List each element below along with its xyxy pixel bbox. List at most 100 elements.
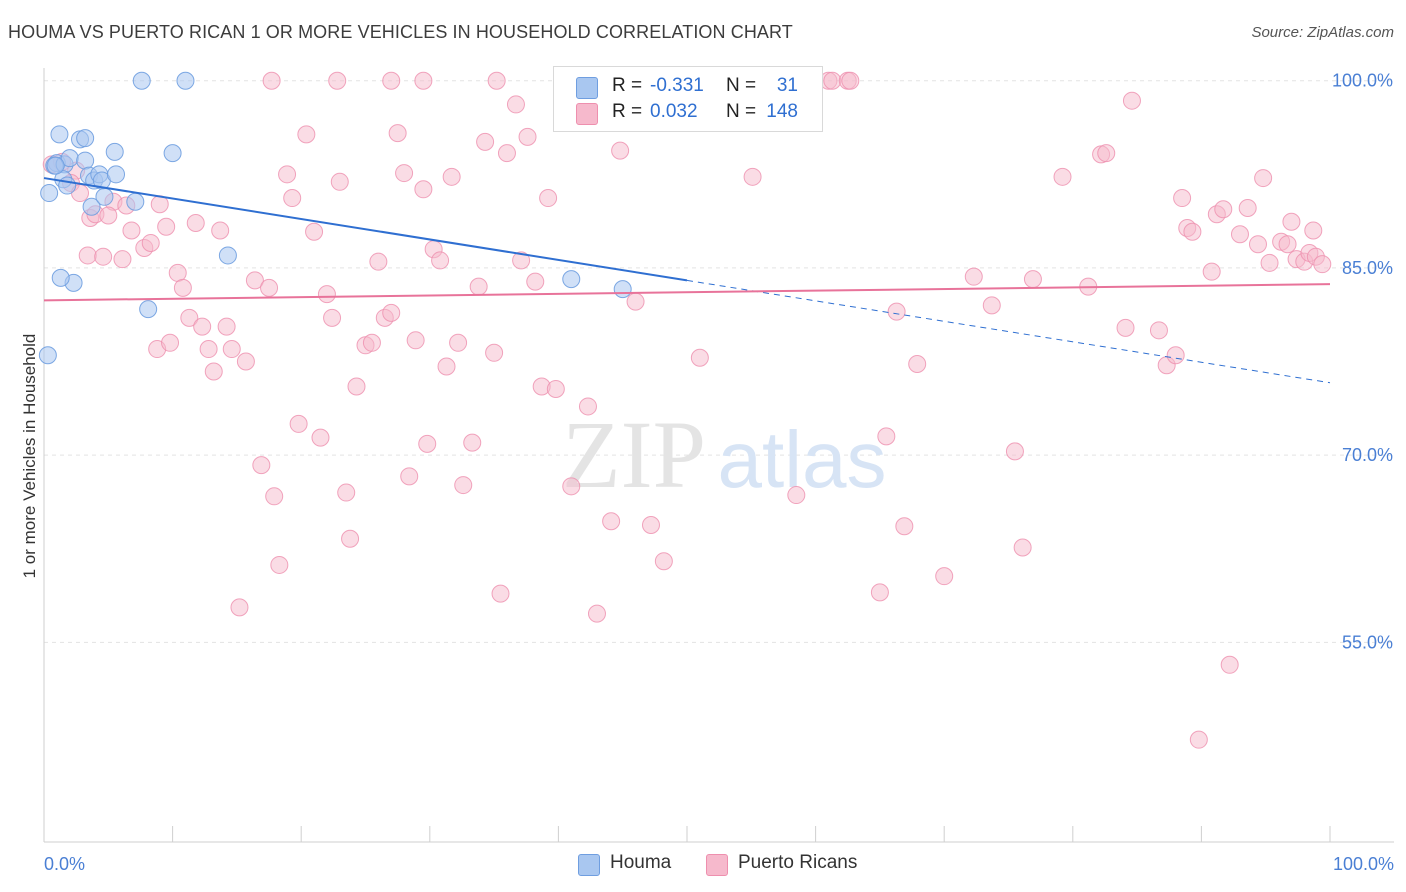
puerto-ricans-point [1183, 222, 1202, 241]
puerto-ricans-point [437, 357, 456, 376]
puerto-ricans-point [454, 476, 473, 495]
puerto-ricans-point [113, 250, 132, 269]
puerto-ricans-point [1254, 169, 1273, 188]
houma-point [107, 165, 126, 184]
puerto-ricans-point [260, 278, 279, 297]
puerto-ricans-point [305, 222, 324, 241]
puerto-ricans-point [283, 189, 302, 208]
houma-swatch [576, 77, 598, 99]
r-label: R = [612, 75, 643, 96]
puerto-ricans-point [400, 467, 419, 486]
puerto-ricans-point [823, 71, 842, 90]
puerto-ricans-point [1220, 655, 1239, 674]
r-value: 0.032 [650, 101, 698, 122]
puerto-ricans-point [964, 267, 983, 286]
source-credit: Source: ZipAtlas.com [1251, 24, 1394, 41]
houma-point [82, 197, 101, 216]
n-value: 148 [766, 101, 798, 122]
houma-point [139, 300, 158, 319]
puerto-ricans-point [1282, 212, 1301, 231]
puerto-ricans-point [442, 167, 461, 186]
houma-point [105, 142, 124, 161]
puerto-ricans-point [476, 132, 495, 151]
y-tick-label: 100.0% [1332, 71, 1393, 91]
puerto-ricans-point [222, 340, 241, 359]
houma-point [40, 184, 59, 203]
houma-trend-extension [686, 279, 1331, 384]
puerto-ricans-point [611, 141, 630, 160]
puerto-ricans-point [262, 71, 281, 90]
puerto-ricans-point [395, 164, 414, 183]
puerto-ricans-point [217, 317, 236, 336]
puerto-ricans-point [337, 483, 356, 502]
puerto-ricans-point [626, 292, 645, 311]
n-label: N = [726, 101, 757, 122]
n-label: N = [726, 75, 757, 96]
puerto-ricans-point [587, 604, 606, 623]
puerto-ricans-point [908, 355, 927, 374]
puerto-ricans-point [99, 206, 118, 225]
houma-point [58, 176, 77, 195]
puerto-ricans-point [562, 477, 581, 496]
r-value: -0.331 [650, 75, 704, 96]
correlation-legend: R = -0.331 N = 31 R = 0.032 N = 148 [553, 66, 823, 132]
houma-point [613, 280, 632, 299]
houma-legend-swatch [578, 854, 600, 876]
puerto-ricans-point [362, 333, 381, 352]
puerto-ricans-legend-label: Puerto Ricans [738, 852, 858, 873]
puerto-ricans-point [877, 427, 896, 446]
puerto-ricans-point [512, 251, 531, 270]
puerto-ricans-point [341, 529, 360, 548]
puerto-ricans-point [743, 167, 762, 186]
puerto-ricans-point [180, 308, 199, 327]
houma-point [46, 156, 65, 175]
puerto-ricans-point [491, 584, 510, 603]
puerto-ricans-point [141, 233, 160, 252]
houma-point [38, 346, 57, 365]
puerto-ricans-point [199, 340, 218, 359]
puerto-ricans-point [487, 71, 506, 90]
puerto-ricans-point [841, 71, 860, 90]
puerto-ricans-point [323, 308, 342, 327]
puerto-ricans-point [168, 263, 187, 282]
puerto-ricans-point [157, 217, 176, 236]
houma-point [126, 192, 145, 211]
houma-trend-line [43, 177, 688, 282]
puerto-ricans-point [388, 124, 407, 143]
puerto-ricans-point [289, 414, 308, 433]
puerto-ricans-point [449, 333, 468, 352]
houma-point [76, 129, 95, 148]
puerto-ricans-point [382, 71, 401, 90]
puerto-ricans-point [414, 71, 433, 90]
puerto-ricans-point [1248, 235, 1267, 254]
trend-lines [43, 177, 1331, 384]
puerto-ricans-point [1214, 200, 1233, 219]
puerto-ricans-point [1260, 253, 1279, 272]
puerto-ricans-point [1238, 199, 1257, 218]
puerto-ricans-point [1202, 262, 1221, 281]
puerto-ricans-point [173, 278, 192, 297]
puerto-ricans-point [265, 487, 284, 506]
puerto-ricans-point [1230, 225, 1249, 244]
puerto-ricans-point [414, 180, 433, 199]
puerto-ricans-point [94, 247, 113, 266]
puerto-ricans-point [1313, 255, 1332, 274]
puerto-ricans-point [1304, 221, 1323, 240]
puerto-ricans-point [1149, 321, 1168, 340]
houma-point [51, 268, 70, 287]
puerto-ricans-point [122, 221, 141, 240]
n-value: 31 [776, 75, 798, 96]
puerto-ricans-point [252, 456, 271, 475]
y-tick-label: 85.0% [1342, 258, 1393, 278]
puerto-ricans-point [497, 144, 516, 163]
puerto-ricans-point [602, 512, 621, 531]
puerto-ricans-point [1013, 538, 1032, 557]
watermark-zip: ZIP [562, 401, 706, 508]
puerto-ricans-point [418, 434, 437, 453]
houma-point [218, 246, 237, 265]
puerto-ricans-point [895, 517, 914, 536]
puerto-ricans-point [546, 379, 565, 398]
puerto-ricans-point [78, 246, 97, 265]
puerto-ricans-point [369, 252, 388, 271]
